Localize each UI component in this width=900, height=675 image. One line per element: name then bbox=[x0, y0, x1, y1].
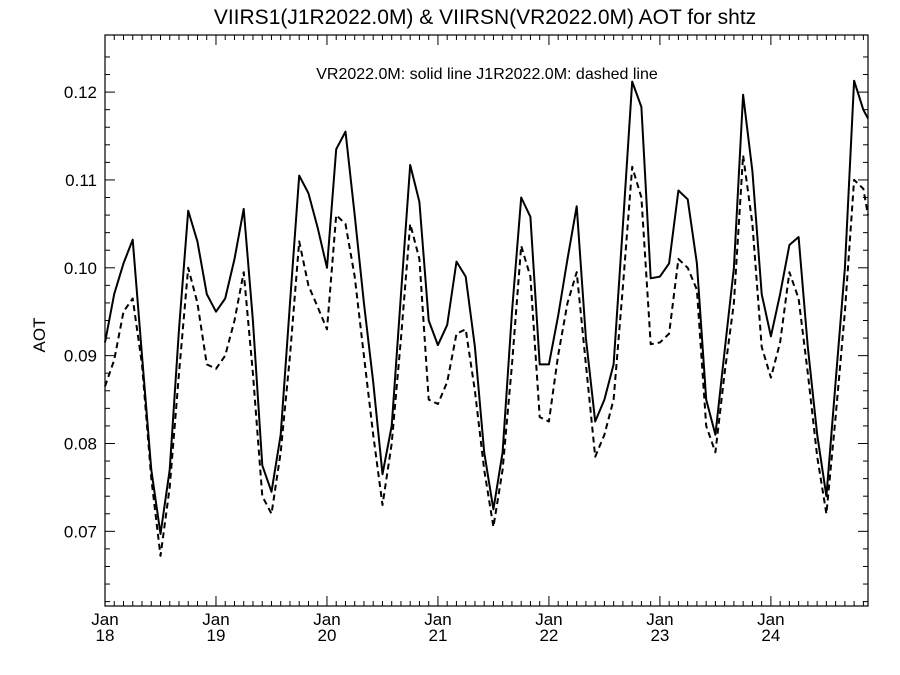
y-tick-label: 0.09 bbox=[64, 347, 97, 366]
plot-frame bbox=[104, 34, 869, 607]
x-tick-month: Jan bbox=[646, 610, 673, 629]
x-tick-day: 20 bbox=[318, 626, 337, 645]
x-tick-month: Jan bbox=[91, 610, 118, 629]
y-tick-label: 0.12 bbox=[64, 83, 97, 102]
y-tick-label: 0.10 bbox=[64, 259, 97, 278]
x-tick-month: Jan bbox=[202, 610, 229, 629]
y-axis-label: AOT bbox=[30, 318, 49, 353]
x-tick-day: 23 bbox=[650, 626, 669, 645]
plot-border bbox=[104, 34, 869, 607]
x-tick-day: 19 bbox=[207, 626, 226, 645]
series-line-vr2022-0m bbox=[104, 79, 869, 535]
x-tick-day: 18 bbox=[96, 626, 115, 645]
y-axis: 0.07 0.08 0.09 0.10 0.11 0.12 bbox=[64, 56, 868, 603]
y-tick-label: 0.07 bbox=[64, 522, 97, 541]
x-tick-month: Jan bbox=[313, 610, 340, 629]
series-line-j1r2022-0m bbox=[104, 154, 869, 557]
x-tick-day: 24 bbox=[761, 626, 780, 645]
legend-text: VR2022.0M: solid line J1R2022.0M: dashed… bbox=[316, 66, 658, 83]
series-layer bbox=[104, 79, 869, 557]
x-tick-day: 22 bbox=[539, 626, 558, 645]
x-tick-day: 21 bbox=[428, 626, 447, 645]
y-tick-label: 0.11 bbox=[65, 171, 97, 190]
x-tick-month: Jan bbox=[535, 610, 562, 629]
x-tick-month: Jan bbox=[757, 610, 784, 629]
chart-title: VIIRS1(J1R2022.0M) & VIIRSN(VR2022.0M) A… bbox=[214, 6, 756, 29]
y-tick-label: 0.08 bbox=[64, 434, 97, 453]
x-tick-month: Jan bbox=[424, 610, 451, 629]
